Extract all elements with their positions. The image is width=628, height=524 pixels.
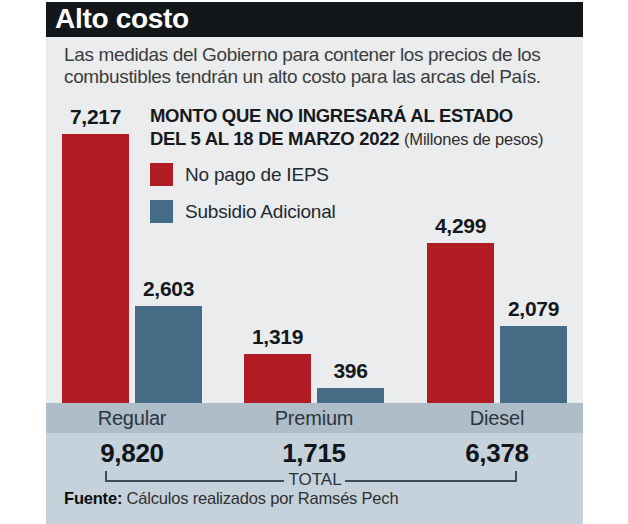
- value-label-ieps-diesel: 4,299: [406, 214, 516, 238]
- infographic: Alto costo Las medidas del Gobierno para…: [0, 0, 628, 524]
- legend-label: No pago de IEPS: [185, 164, 329, 186]
- legend-item-ieps: No pago de IEPS: [150, 163, 329, 186]
- total-bracket-line-right: [345, 480, 517, 482]
- total-bracket-line-left: [105, 480, 284, 482]
- legend-swatch-red: [150, 163, 173, 186]
- bar-subsidio-premium: [317, 388, 384, 403]
- source-label: Fuente:: [64, 489, 122, 507]
- bar-subsidio-diesel: [500, 326, 567, 403]
- bar-ieps-diesel: [427, 243, 494, 403]
- value-label-subsidio-diesel: 2,079: [479, 297, 589, 321]
- category-label-diesel: Diesel: [427, 403, 567, 433]
- value-label-subsidio-regular: 2,603: [114, 277, 224, 301]
- chart-unit: (Millones de pesos): [404, 130, 543, 148]
- intro-text: Las medidas del Gobierno para contener l…: [64, 44, 551, 87]
- chart-title-line2: DEL 5 AL 18 DE MARZO 2022 (Millones de p…: [150, 128, 543, 150]
- total-label: TOTAL: [284, 470, 346, 490]
- page-title: Alto costo: [55, 3, 189, 34]
- page-title-bar: Alto costo: [46, 2, 583, 37]
- total-value-diesel: 6,378: [427, 438, 567, 469]
- legend-label: Subsidio Adicional: [185, 201, 336, 223]
- value-label-ieps-premium: 1,319: [223, 325, 333, 349]
- value-label-subsidio-premium: 396: [296, 359, 406, 383]
- total-bracket-tick-right: [515, 471, 517, 482]
- total-value-regular: 9,820: [62, 438, 202, 469]
- legend-item-subsidio: Subsidio Adicional: [150, 200, 336, 223]
- category-label-regular: Regular: [62, 403, 202, 433]
- bar-ieps-regular: [62, 134, 129, 403]
- total-value-premium: 1,715: [244, 438, 384, 469]
- source-note: Fuente: Cálculos realizados por Ramsés P…: [64, 489, 398, 508]
- legend-swatch-blue: [150, 200, 173, 223]
- bar-subsidio-regular: [135, 306, 202, 403]
- category-label-premium: Premium: [244, 403, 384, 433]
- chart-title-line1: MONTO QUE NO INGRESARÁ AL ESTADO: [150, 105, 513, 127]
- value-label-ieps-regular: 7,217: [41, 105, 151, 129]
